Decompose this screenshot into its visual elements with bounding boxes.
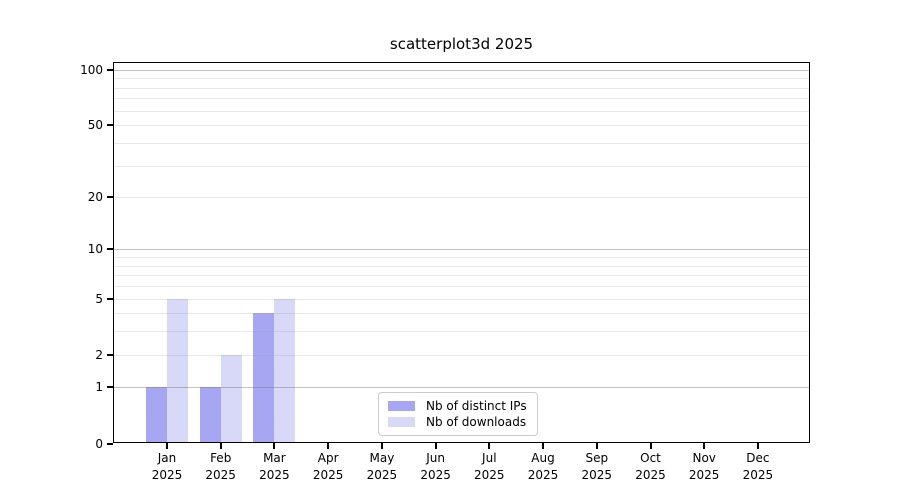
x-tick-label: Oct 2025 bbox=[635, 451, 666, 482]
minor-gridline bbox=[114, 197, 809, 198]
x-tick-mark bbox=[434, 443, 437, 449]
major-gridline bbox=[114, 69, 809, 71]
chart-title: scatterplot3d 2025 bbox=[389, 35, 534, 53]
y-tick-label: 50 bbox=[87, 118, 103, 133]
x-tick-mark bbox=[327, 443, 330, 449]
x-tick-mark bbox=[542, 443, 544, 449]
y-tick-mark bbox=[107, 196, 113, 198]
legend-item-distinct-ips: Nb of distinct IPs bbox=[388, 398, 527, 414]
y-tick-mark bbox=[107, 297, 113, 300]
x-tick-mark bbox=[219, 443, 222, 449]
y-tick-label: 0 bbox=[95, 436, 103, 451]
legend-swatch-distinct-ips-icon bbox=[388, 401, 415, 411]
minor-gridline bbox=[114, 313, 809, 315]
x-tick-label: Sep 2025 bbox=[581, 451, 613, 482]
minor-gridline bbox=[114, 142, 809, 144]
y-tick-label: 20 bbox=[87, 190, 103, 204]
bars-layer bbox=[114, 63, 809, 442]
bar-downloads bbox=[167, 298, 188, 442]
x-tick-mark bbox=[380, 443, 383, 449]
x-tick-mark bbox=[273, 443, 276, 449]
bar-distinct-ips bbox=[146, 387, 167, 442]
x-tick-mark bbox=[703, 443, 706, 449]
x-tick-label: May 2025 bbox=[366, 451, 398, 482]
minor-gridline bbox=[114, 275, 809, 277]
x-tick-mark bbox=[166, 443, 168, 449]
major-gridline bbox=[114, 387, 809, 389]
bar-distinct-ips bbox=[199, 387, 221, 442]
bar-distinct-ips bbox=[253, 313, 275, 442]
minor-gridline bbox=[114, 87, 809, 89]
y-tick-label: 1 bbox=[95, 380, 103, 395]
minor-gridline bbox=[114, 125, 809, 127]
legend-label-distinct-ips: Nb of distinct IPs bbox=[426, 399, 527, 413]
major-gridline bbox=[114, 249, 809, 251]
bar-downloads bbox=[220, 354, 242, 442]
grid-layer bbox=[114, 63, 809, 442]
legend-swatch-downloads-icon bbox=[388, 417, 415, 427]
y-tick-mark bbox=[107, 124, 113, 127]
minor-gridline bbox=[114, 286, 809, 287]
x-tick-mark bbox=[488, 443, 491, 449]
y-tick-label: 100 bbox=[80, 62, 103, 77]
minor-gridline bbox=[114, 98, 809, 100]
y-tick-label: 5 bbox=[95, 291, 103, 306]
x-tick-mark bbox=[595, 443, 598, 449]
x-tick-mark bbox=[649, 443, 652, 449]
minor-gridline bbox=[114, 110, 809, 112]
minor-gridline bbox=[114, 331, 809, 333]
minor-gridline bbox=[114, 257, 809, 259]
bar-downloads bbox=[274, 298, 296, 442]
y-tick-label: 2 bbox=[95, 347, 103, 362]
x-tick-label: Dec 2025 bbox=[742, 451, 774, 482]
x-tick-label: Apr 2025 bbox=[312, 451, 344, 482]
minor-gridline bbox=[114, 298, 809, 300]
y-tick-mark bbox=[107, 353, 113, 356]
legend: Nb of distinct IPs Nb of downloads bbox=[378, 392, 538, 436]
x-tick-label: Nov 2025 bbox=[688, 451, 720, 482]
x-tick-label: Jul 2025 bbox=[474, 451, 505, 482]
minor-gridline bbox=[114, 78, 809, 80]
plot-area bbox=[113, 62, 810, 443]
y-tick-mark bbox=[107, 442, 113, 445]
minor-gridline bbox=[114, 354, 809, 356]
x-tick-label: Aug 2025 bbox=[527, 451, 559, 482]
legend-label-downloads: Nb of downloads bbox=[426, 415, 527, 429]
x-tick-label: Mar 2025 bbox=[259, 451, 290, 482]
x-tick-label: Jun 2025 bbox=[420, 451, 451, 482]
y-tick-mark bbox=[107, 248, 113, 251]
x-tick-mark bbox=[756, 443, 759, 449]
legend-item-downloads: Nb of downloads bbox=[388, 414, 527, 430]
y-tick-mark bbox=[107, 68, 113, 71]
x-tick-label: Feb 2025 bbox=[205, 451, 236, 482]
y-tick-mark bbox=[107, 386, 113, 389]
minor-gridline bbox=[114, 265, 809, 267]
x-tick-label: Jan 2025 bbox=[151, 451, 183, 482]
y-tick-label: 10 bbox=[87, 242, 103, 257]
minor-gridline bbox=[114, 165, 809, 167]
